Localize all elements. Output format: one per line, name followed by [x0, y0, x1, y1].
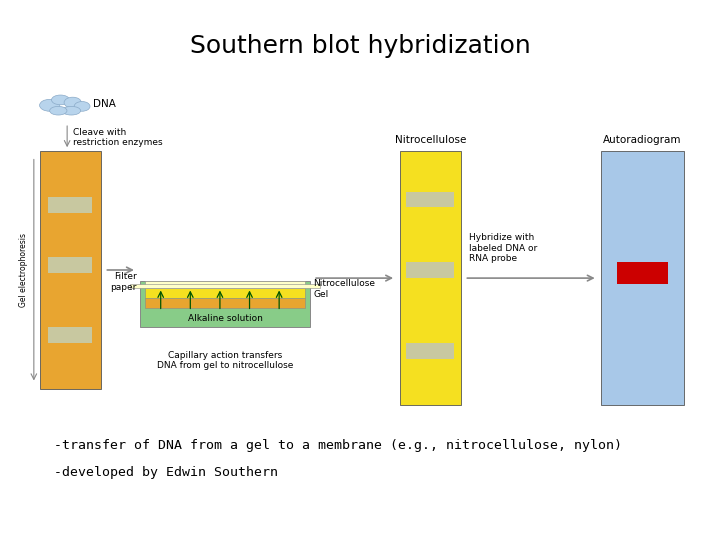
Text: Alkaline solution: Alkaline solution [188, 314, 262, 323]
Ellipse shape [62, 106, 81, 115]
Bar [406, 343, 454, 359]
Bar [48, 327, 92, 343]
Text: Cleave with
restriction enzymes: Cleave with restriction enzymes [73, 128, 163, 147]
Bar [145, 298, 305, 308]
Bar [145, 288, 305, 298]
Bar [406, 262, 454, 278]
Text: Hybridize with
labeled DNA or
RNA probe: Hybridize with labeled DNA or RNA probe [469, 233, 538, 264]
Text: -transfer of DNA from a gel to a membrane (e.g., nitrocellulose, nylon): -transfer of DNA from a gel to a membran… [54, 439, 622, 452]
Bar [48, 256, 92, 273]
Ellipse shape [64, 97, 81, 108]
Ellipse shape [52, 95, 69, 105]
Text: Nitrocellulose
Gel: Nitrocellulose Gel [313, 280, 375, 299]
Bar [130, 284, 320, 288]
Text: -developed by Edwin Southern: -developed by Edwin Southern [54, 466, 278, 479]
Bar [400, 151, 461, 405]
Text: Nitrocellulose: Nitrocellulose [395, 134, 466, 145]
Ellipse shape [74, 102, 90, 111]
Text: Southern blot hybridization: Southern blot hybridization [189, 34, 531, 58]
Text: Gel electrophoresis: Gel electrophoresis [19, 233, 28, 307]
Bar [601, 151, 684, 405]
Bar [145, 281, 305, 288]
Bar [40, 151, 101, 389]
Bar [140, 281, 310, 327]
Ellipse shape [50, 106, 67, 115]
Text: Filter
paper: Filter paper [110, 272, 137, 292]
Bar [617, 262, 668, 284]
Bar [48, 197, 92, 213]
Text: Autoradiogram: Autoradiogram [603, 134, 682, 145]
Bar [406, 192, 454, 207]
Ellipse shape [40, 99, 60, 111]
Text: Capillary action transfers
DNA from gel to nitrocellulose: Capillary action transfers DNA from gel … [157, 351, 293, 370]
Text: DNA: DNA [93, 99, 116, 109]
